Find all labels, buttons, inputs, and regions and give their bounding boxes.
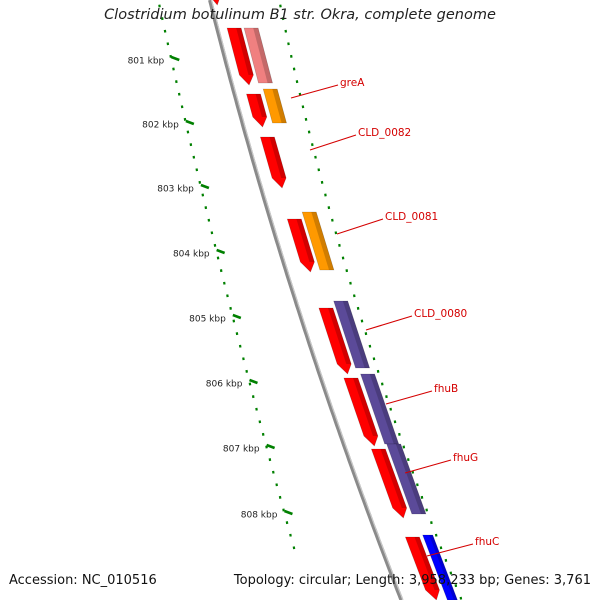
label-leader-line [386, 391, 432, 404]
label-leader-line [405, 460, 451, 473]
tick-label: 808 kbp [241, 511, 278, 521]
major-tick [249, 380, 257, 383]
genome-backbone [210, 0, 403, 600]
label-leader-line [310, 135, 356, 150]
major-tick [186, 121, 194, 124]
topology-text: Topology: circular; Length: 3,958,233 bp… [234, 573, 591, 588]
gene-label: fhuG [453, 452, 478, 464]
backbone-line [210, 0, 401, 600]
tick-label: 801 kbp [128, 57, 165, 67]
tick-label: 802 kbp [142, 121, 179, 131]
gene-label: fhuB [434, 383, 458, 395]
accession-text: Accession: NC_010516 [9, 573, 157, 588]
major-tick [217, 250, 225, 253]
gene-label: CLD_0081 [385, 211, 438, 223]
major-tick [233, 315, 241, 318]
gene-label: fhuC [475, 536, 499, 548]
gene-label: CLD_0080 [414, 308, 467, 320]
major-tick [171, 57, 179, 60]
gene-label: CLD_0082 [358, 127, 411, 139]
gene-label: greA [340, 77, 365, 89]
major-tick [284, 511, 292, 514]
tick-label: 805 kbp [189, 315, 226, 325]
label-leader-line [366, 316, 412, 330]
label-leader-line [291, 85, 338, 98]
tick-label: 804 kbp [173, 250, 210, 260]
major-tick [201, 185, 209, 188]
map-title: Clostridium botulinum B1 str. Okra, comp… [0, 7, 600, 23]
tick-label: 807 kbp [223, 445, 260, 455]
tick-label: 806 kbp [206, 380, 243, 390]
tick-label: 803 kbp [157, 185, 194, 195]
major-tick [267, 445, 275, 448]
label-leader-line [337, 219, 383, 234]
